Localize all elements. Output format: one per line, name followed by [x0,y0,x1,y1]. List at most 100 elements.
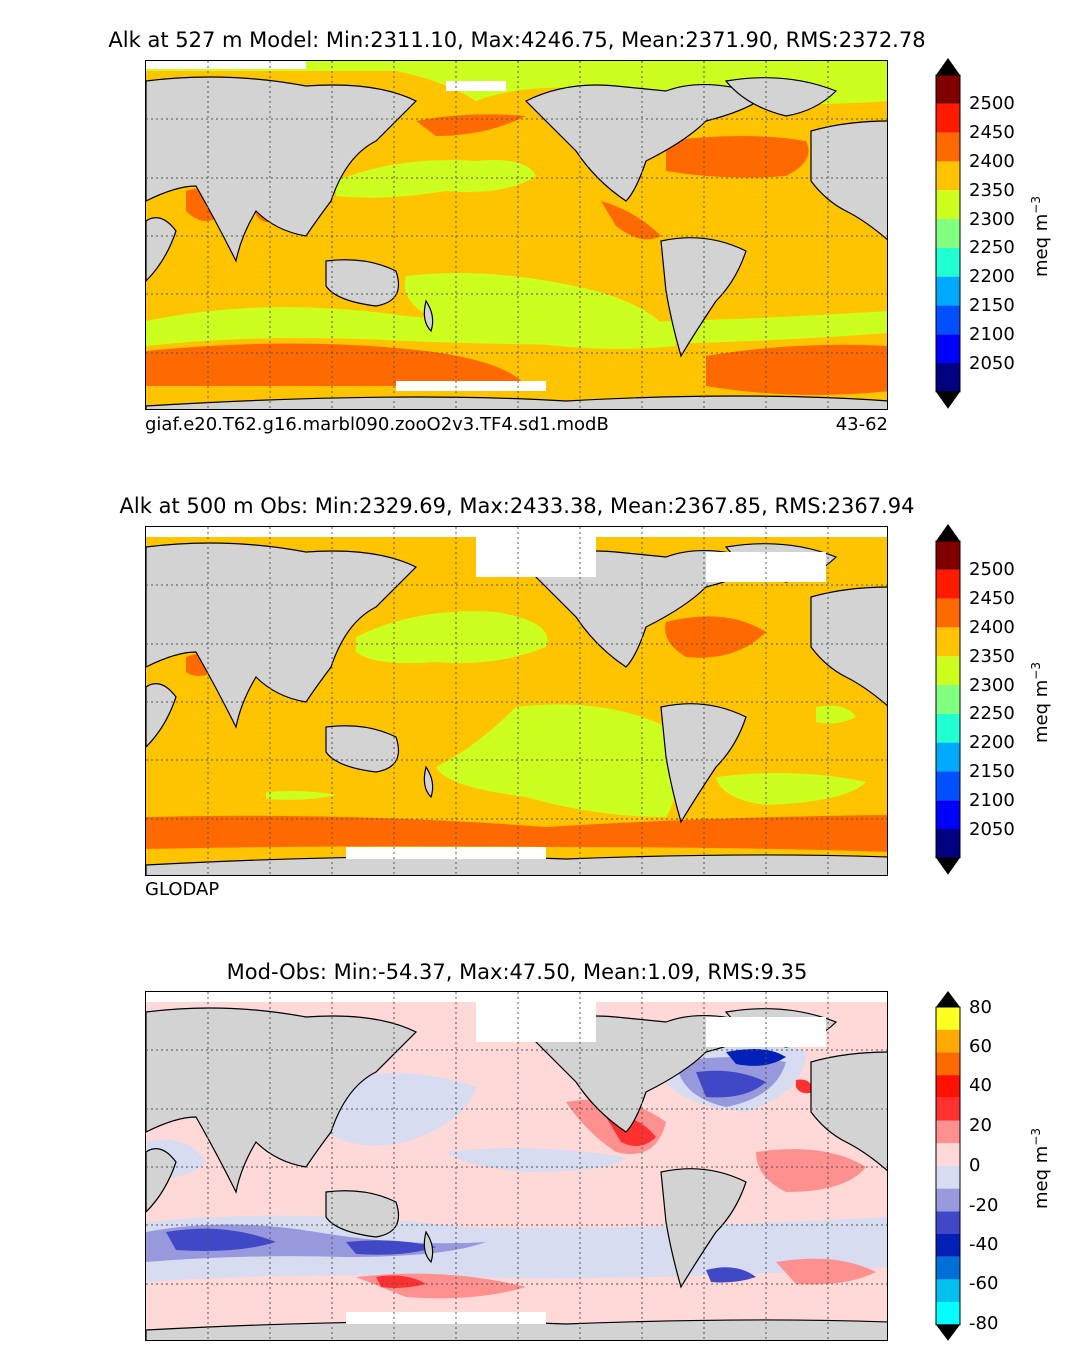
colorbar-over-triangle [936,58,960,75]
alk-colorbar-1-graphic [935,58,961,409]
model-case-caption: giaf.e20.T62.g16.marbl090.zooO2v3.TF4.sd… [145,414,609,435]
colorbar-band [936,103,960,133]
map-region-diff-pos1-south-atlantic-west [776,1258,876,1285]
colorbar-band [936,132,960,162]
colorbar-under-triangle [936,857,960,875]
map-region-diff-neg3-indian-south [166,1228,276,1251]
alk-tick-2350: 2350 [969,180,1015,201]
colorbar-band [936,190,960,219]
alk-tick-2050: 2050 [969,353,1015,374]
alk-units-label-2: meq m−3 [1029,662,1052,743]
map-region-diff-pos1-south-atlantic [756,1149,866,1192]
alk-tick-2200-b: 2200 [969,732,1015,753]
diff-tick-neg80: -80 [969,1313,999,1334]
diff-colorbar-graphic [935,991,961,1341]
diff-panel-title: Mod-Obs: Min:-54.37, Max:47.50, Mean:1.0… [226,960,808,984]
colorbar-band [936,334,960,363]
colorbar-frame [935,540,961,859]
colorbar-band [936,742,960,772]
model-panel-title: Alk at 527 m Model: Min:2311.10, Max:424… [108,28,926,52]
colorbar-band [936,276,960,306]
obs-map [145,526,888,876]
alk-tick-2300-b: 2300 [969,675,1015,696]
colorbar-band [936,1256,960,1280]
diff-units-label: meq m−3 [1029,1128,1052,1209]
map-region-high-alk-north-atlantic [665,616,766,658]
colorbar-band [936,219,960,248]
map-graticule [146,61,887,409]
map-region-high-alk-south-indian [146,343,526,386]
alk-tick-2300: 2300 [969,209,1015,230]
colorbar-band [936,1302,960,1325]
colorbar-band [936,685,960,714]
alk-tick-2400: 2400 [969,151,1015,172]
map-region-low-alk-patch-tropical-atlantic [816,705,856,724]
diff-colorbar [935,991,961,1343]
diff-tick-0: 0 [969,1155,981,1176]
map-graticule [146,992,887,1340]
alk-tick-2400-b: 2400 [969,617,1015,638]
diff-tick-neg20: -20 [969,1195,999,1216]
map-region-diff-pos2-southern-ocean [376,1275,426,1288]
colorbar-over-triangle [936,524,960,541]
alk-tick-2250: 2250 [969,237,1015,258]
alk-tick-2450: 2450 [969,122,1015,143]
map-region-low-alk-north-pacific [336,160,536,198]
colorbar-band [936,598,960,628]
alk-tick-2050-b: 2050 [969,819,1015,840]
colorbar-band [936,1097,960,1121]
colorbar-band [936,1188,960,1212]
map-region-low-alk-south-pacific [436,704,676,817]
colorbar-under-triangle [936,391,960,409]
alk-tick-2150-b: 2150 [969,761,1015,782]
alk-tick-2100: 2100 [969,324,1015,345]
map-land [146,76,887,409]
map-no-data [146,992,887,1324]
colorbar-band [936,1211,960,1234]
colorbar-band [936,1075,960,1098]
map-region-high-alk-north-atlantic [666,136,809,178]
alk-colorbar-2 [935,524,961,876]
colorbar-band [936,305,960,335]
colorbar-band [936,161,960,191]
alk-units-label-1: meq m−3 [1029,196,1052,277]
alk-tick-2200: 2200 [969,266,1015,287]
colorbar-band [936,1007,960,1030]
colorbar-band [936,627,960,657]
map-region-high-alk-southern-ocean [146,815,887,852]
alk-tick-2450-b: 2450 [969,588,1015,609]
colorbar-frame [935,1006,961,1326]
diff-tick-neg60: -60 [969,1273,999,1294]
colorbar-band [936,800,960,829]
map-graticule [146,527,887,875]
alk-tick-2100-b: 2100 [969,790,1015,811]
map-region-low-alk-southern-ocean [146,307,887,346]
alk-tick-2150: 2150 [969,295,1015,316]
map-region-diff-neg4-north-atlantic [726,1048,786,1066]
colorbar-frame [935,74,961,393]
colorbar-band [936,75,960,104]
diff-tick-60: 60 [969,1036,992,1057]
alk-tick-2500: 2500 [969,93,1015,114]
colorbar-band [936,1143,960,1166]
map-region-diff-neg3-drake-passage [706,1267,756,1283]
map-region-low-alk-patch-indian [266,791,336,800]
map-region-diff-pos2-iberia [796,1079,814,1094]
diff-tick-40: 40 [969,1075,992,1096]
map-region-diff-neg3-north-atlantic [696,1070,766,1098]
colorbar-band [936,569,960,599]
map-region-high-alk-east-pacific [601,201,661,240]
map-region-diff-neg3-australia-south [346,1240,436,1255]
alk-tick-2500-b: 2500 [969,559,1015,580]
obs-source-caption: GLODAP [145,879,220,900]
colorbar-band [936,1234,960,1257]
map-region-high-alk-kuroshio [416,114,526,136]
alk-colorbar-1 [935,58,961,410]
map-region-diff-neg1-south-pacific [446,1148,626,1172]
diff-tick-neg40: -40 [969,1234,999,1255]
colorbar-band [936,1165,960,1189]
obs-panel-title: Alk at 500 m Obs: Min:2329.69, Max:2433.… [119,494,915,518]
colorbar-band [936,713,960,743]
diff-tick-20: 20 [969,1115,992,1136]
colorbar-band [936,1052,960,1076]
